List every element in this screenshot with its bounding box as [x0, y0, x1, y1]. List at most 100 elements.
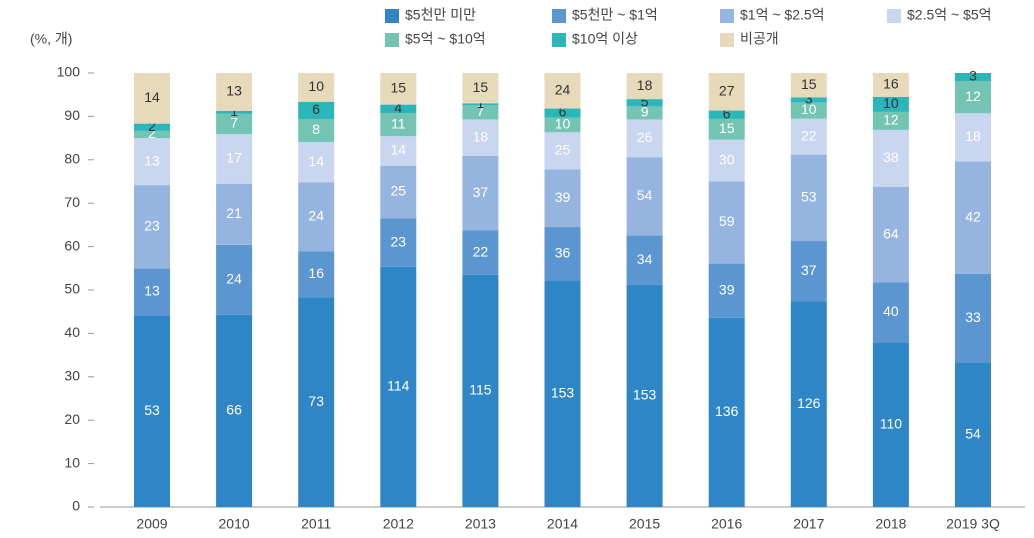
- legend-swatch: [720, 9, 734, 23]
- bar-segment: [790, 102, 827, 119]
- bar-segment: [872, 96, 909, 112]
- x-tick-label: 2011: [301, 516, 331, 532]
- bar-segment: [626, 99, 663, 107]
- bar-segment: [626, 119, 663, 158]
- y-tick-label: 60: [64, 237, 80, 253]
- data-label: 17: [226, 150, 242, 166]
- data-label: 12: [883, 112, 899, 128]
- bar-segment: [380, 113, 417, 137]
- data-label: 136: [715, 403, 739, 419]
- bar-segment: [626, 157, 663, 236]
- data-label: 6: [723, 105, 731, 121]
- bar-segment: [955, 362, 991, 507]
- y-tick-label: 70: [64, 194, 80, 210]
- data-label: 10: [555, 116, 571, 132]
- data-label: 18: [637, 77, 653, 93]
- y-tick-label: 0: [72, 498, 80, 514]
- bar-segment: [872, 342, 909, 507]
- x-tick-label: 2017: [793, 516, 824, 532]
- data-label: 53: [801, 189, 817, 205]
- bar-segment: [134, 185, 170, 269]
- data-label: 37: [473, 184, 489, 200]
- bar-segment: [462, 103, 499, 106]
- data-label: 53: [144, 402, 160, 418]
- bar-segment: [134, 315, 170, 507]
- bar-segment: [298, 118, 335, 142]
- data-label: 114: [387, 378, 410, 394]
- bar-segment: [298, 297, 335, 507]
- bar-segment: [544, 132, 581, 170]
- bar-segment: [790, 154, 827, 242]
- data-label: 37: [801, 262, 817, 278]
- bar-segment: [626, 106, 663, 120]
- data-label: 54: [965, 425, 981, 441]
- bar-segment: [955, 273, 991, 363]
- x-tick-label: 2013: [465, 516, 496, 532]
- bar-segment: [955, 81, 991, 114]
- legend-label: $1억 ~ $2.5억: [740, 7, 825, 23]
- bar-segment: [216, 314, 253, 507]
- bar-segment: [626, 235, 663, 285]
- data-label: 8: [312, 121, 320, 137]
- data-label: 126: [797, 395, 821, 411]
- data-label: 59: [719, 213, 735, 229]
- data-label: 14: [308, 153, 324, 169]
- data-label: 24: [308, 207, 324, 223]
- bar-segment: [462, 274, 499, 507]
- data-label: 12: [965, 88, 981, 104]
- bar-segment: [216, 183, 253, 245]
- data-label: 11: [391, 115, 406, 131]
- data-label: 73: [308, 393, 324, 409]
- bar-segment: [708, 263, 745, 318]
- data-label: 16: [883, 76, 899, 92]
- data-label: 21: [226, 205, 242, 221]
- data-label: 153: [633, 387, 657, 403]
- legend-label: $5억 ~ $10억: [405, 31, 486, 47]
- bar-segment: [544, 73, 581, 109]
- data-label: 15: [719, 120, 735, 136]
- bar-segment: [134, 73, 170, 124]
- data-label: 153: [551, 384, 575, 400]
- data-label: 14: [144, 89, 160, 105]
- data-label: 39: [719, 281, 735, 297]
- legend-swatch: [720, 33, 734, 47]
- bar-segment: [462, 73, 499, 104]
- legend-label: $5천만 ~ $1억: [572, 7, 658, 23]
- data-label: 64: [883, 225, 899, 241]
- bar-segment: [872, 129, 909, 187]
- x-tick-label: 2014: [547, 516, 578, 532]
- data-label: 26: [637, 129, 653, 145]
- bar-segment: [134, 268, 170, 316]
- bar-segment: [298, 182, 335, 252]
- data-label: 23: [391, 233, 407, 249]
- x-tick-label: 2012: [383, 516, 414, 532]
- bar-segment: [298, 141, 335, 183]
- data-label: 15: [391, 80, 407, 96]
- data-label: 4: [394, 100, 402, 116]
- data-label: 15: [473, 79, 489, 95]
- data-label: 2: [148, 125, 156, 141]
- bar-segment: [216, 244, 253, 315]
- bar-segment: [380, 266, 417, 507]
- bar-segment: [790, 241, 827, 302]
- data-label: 33: [965, 309, 981, 325]
- data-label: 36: [555, 244, 571, 260]
- bar-segment: [872, 282, 909, 343]
- data-label: 5: [641, 93, 649, 109]
- legend-label: 비공개: [740, 31, 779, 47]
- data-label: 6: [559, 104, 567, 120]
- bar-segment: [955, 73, 991, 82]
- y-tick-label: 80: [64, 151, 80, 167]
- x-tick-label: 2010: [219, 516, 250, 532]
- bar-segment: [544, 280, 581, 507]
- bar-segment: [872, 111, 909, 130]
- data-label: 9: [641, 104, 649, 120]
- bar-segment: [462, 119, 499, 156]
- data-label: 13: [144, 283, 160, 299]
- y-tick-label: 30: [64, 368, 80, 384]
- bar-segment: [955, 113, 991, 162]
- bar-segment: [790, 97, 827, 103]
- data-label: 15: [801, 76, 817, 92]
- x-tick-label: 2016: [711, 516, 742, 532]
- bar-segment: [544, 169, 581, 228]
